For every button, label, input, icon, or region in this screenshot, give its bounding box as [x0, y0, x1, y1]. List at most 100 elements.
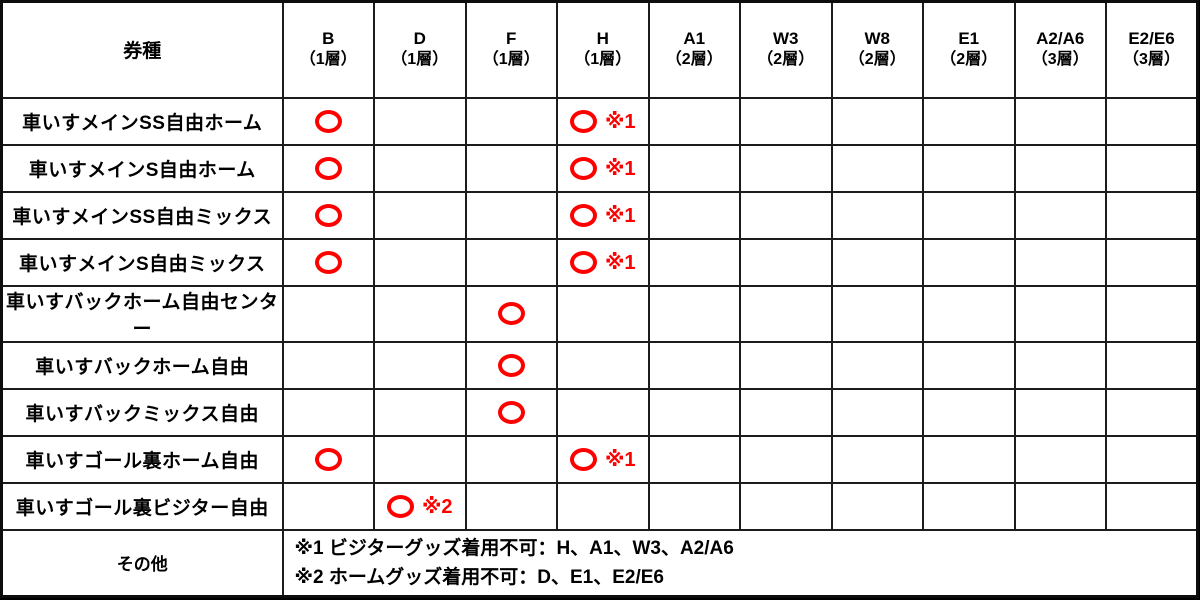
mark-wrap: ※1	[559, 203, 647, 228]
table-row: 車いすバックミックス自由	[0, 387, 1199, 437]
availability-cell-F	[464, 284, 558, 343]
availability-cell-B	[281, 143, 375, 193]
circle-mark-icon	[569, 203, 597, 227]
mark-wrap	[284, 447, 372, 471]
section-tier: （1層）	[574, 51, 632, 69]
availability-cell-D	[373, 237, 467, 287]
column-header-H: H （1層）	[556, 0, 650, 99]
section-tier: （3層）	[1123, 51, 1180, 69]
circle-mark-icon	[386, 494, 414, 518]
availability-cell-B	[281, 96, 375, 146]
column-header-E1: E1 （2層）	[922, 0, 1016, 99]
availability-cell-D	[373, 190, 467, 240]
footnote-2: ※2 ホームグッズ着用不可：D、E1、E2/E6	[294, 566, 664, 588]
section-tier: （2層）	[940, 51, 998, 69]
availability-cell-F	[464, 237, 558, 287]
mark-wrap	[467, 400, 555, 424]
circle-mark-icon	[569, 109, 597, 133]
row-label: 車いすバックホーム自由センター	[0, 284, 284, 343]
availability-cell-W3	[739, 284, 833, 343]
availability-cell-D	[373, 96, 467, 146]
footnotes-cell: ※1 ビジターグッズ着用不可：H、A1、W3、A2/A6 ※2 ホームグッズ着用不…	[281, 528, 1199, 598]
mark-wrap	[467, 302, 555, 325]
circle-mark-icon	[314, 447, 342, 471]
availability-cell-E1	[922, 143, 1016, 193]
table-row: 車いすメインSS自由ミックス ※1	[0, 190, 1199, 240]
column-header-A1: A1 （2層）	[647, 0, 741, 99]
availability-cell-H	[556, 481, 650, 531]
availability-cell-W8	[830, 143, 924, 193]
section-code: B	[322, 29, 335, 49]
column-header-E2/E6: E2/E6 （3層）	[1105, 0, 1199, 99]
ticket-type-column-header: 券種	[0, 0, 284, 99]
availability-cell-A1	[647, 434, 741, 484]
mark-wrap	[284, 203, 372, 227]
ticket-type-label: 券種	[123, 41, 162, 63]
availability-cell-D: ※2	[373, 481, 467, 531]
availability-cell-A2/A6	[1013, 387, 1107, 437]
column-header-F: F （1層）	[464, 0, 558, 99]
availability-cell-H: ※1	[556, 237, 650, 287]
mark-wrap: ※1	[559, 447, 647, 472]
availability-cell-E1	[922, 237, 1016, 287]
availability-cell-E1	[922, 284, 1016, 343]
row-label: 車いすメインS自由ホーム	[0, 143, 284, 193]
section-code: W3	[773, 29, 799, 49]
mark-wrap: ※1	[559, 250, 647, 275]
availability-cell-W3	[739, 190, 833, 240]
circle-mark-icon	[314, 109, 342, 133]
availability-cell-W8	[830, 340, 924, 390]
table-row: 車いすゴール裏ビジター自由 ※2	[0, 481, 1199, 531]
availability-cell-A2/A6	[1013, 481, 1107, 531]
row-label: 車いすメインS自由ミックス	[0, 237, 284, 287]
availability-cell-B	[281, 237, 375, 287]
availability-cell-W3	[739, 143, 833, 193]
availability-cell-W3	[739, 340, 833, 390]
table-row: 車いすバックホーム自由	[0, 340, 1199, 390]
note-reference: ※1	[604, 157, 636, 180]
availability-cell-W8	[830, 284, 924, 343]
table-row: 車いすバックホーム自由センター	[0, 284, 1199, 343]
section-tier: （2層）	[757, 51, 815, 69]
availability-cell-B	[281, 284, 375, 343]
section-tier: （1層）	[482, 51, 540, 69]
row-label: 車いすゴール裏ホーム自由	[0, 434, 284, 484]
availability-cell-D	[373, 434, 467, 484]
section-tier: （1層）	[299, 51, 357, 69]
availability-cell-F	[464, 387, 558, 437]
availability-cell-H	[556, 284, 650, 343]
section-code: A1	[683, 29, 706, 49]
availability-cell-A2/A6	[1013, 96, 1107, 146]
section-code: F	[506, 29, 517, 49]
availability-cell-H	[556, 387, 650, 437]
mark-wrap: ※2	[376, 494, 464, 519]
availability-cell-B	[281, 434, 375, 484]
availability-cell-A1	[647, 190, 741, 240]
row-label: 車いすメインSS自由ミックス	[0, 190, 284, 240]
footer-row: その他 ※1 ビジターグッズ着用不可：H、A1、W3、A2/A6 ※2 ホームグッズ…	[0, 528, 1199, 598]
availability-cell-W8	[830, 434, 924, 484]
mark-wrap	[284, 109, 372, 133]
availability-cell-W8	[830, 237, 924, 287]
circle-mark-icon	[497, 400, 525, 424]
availability-cell-E2/E6	[1105, 190, 1199, 240]
note-reference: ※1	[604, 110, 636, 133]
circle-mark-icon	[314, 250, 342, 274]
availability-cell-E1	[922, 96, 1016, 146]
availability-cell-H: ※1	[556, 190, 650, 240]
column-header-W8: W8 （2層）	[830, 0, 924, 99]
availability-cell-A2/A6	[1013, 340, 1107, 390]
circle-mark-icon	[314, 156, 342, 180]
availability-cell-H	[556, 340, 650, 390]
availability-cell-E2/E6	[1105, 284, 1199, 343]
availability-cell-F	[464, 190, 558, 240]
availability-cell-W8	[830, 387, 924, 437]
availability-cell-A1	[647, 237, 741, 287]
availability-cell-W3	[739, 387, 833, 437]
circle-mark-icon	[569, 447, 597, 471]
availability-cell-D	[373, 340, 467, 390]
availability-cell-F	[464, 481, 558, 531]
availability-cell-A2/A6	[1013, 143, 1107, 193]
section-tier: （2層）	[665, 51, 723, 69]
